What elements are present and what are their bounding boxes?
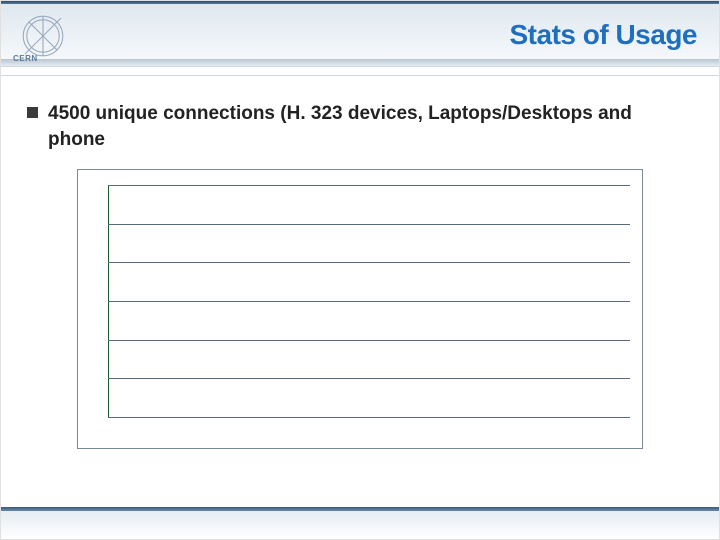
chart-gridline [108,185,630,186]
footer-gradient [1,511,719,539]
page-title: Stats of Usage [510,19,698,51]
chart-gridline [108,224,630,225]
header-bottom-line [1,66,719,76]
slide: CERN Stats of Usage 4500 unique connecti… [0,0,720,540]
bullet-marker-icon [27,107,38,118]
bullet-text: 4500 unique connections (H. 323 devices,… [48,101,693,152]
footer-band [1,507,719,539]
content-area: 4500 unique connections (H. 323 devices,… [27,101,693,152]
bullet-item: 4500 unique connections (H. 323 devices,… [27,101,693,152]
header-mid-line [1,59,719,66]
chart-gridline [108,262,630,263]
chart-gridline [108,301,630,302]
chart-plot-area [108,186,630,418]
cern-logo-text: CERN [13,54,38,63]
cern-logo: CERN [7,7,79,65]
chart-frame [77,169,643,449]
chart-gridline [108,378,630,379]
chart-x-axis [108,417,630,418]
chart-y-axis [108,186,109,418]
chart-gridline [108,340,630,341]
header-band: CERN Stats of Usage [1,1,719,79]
